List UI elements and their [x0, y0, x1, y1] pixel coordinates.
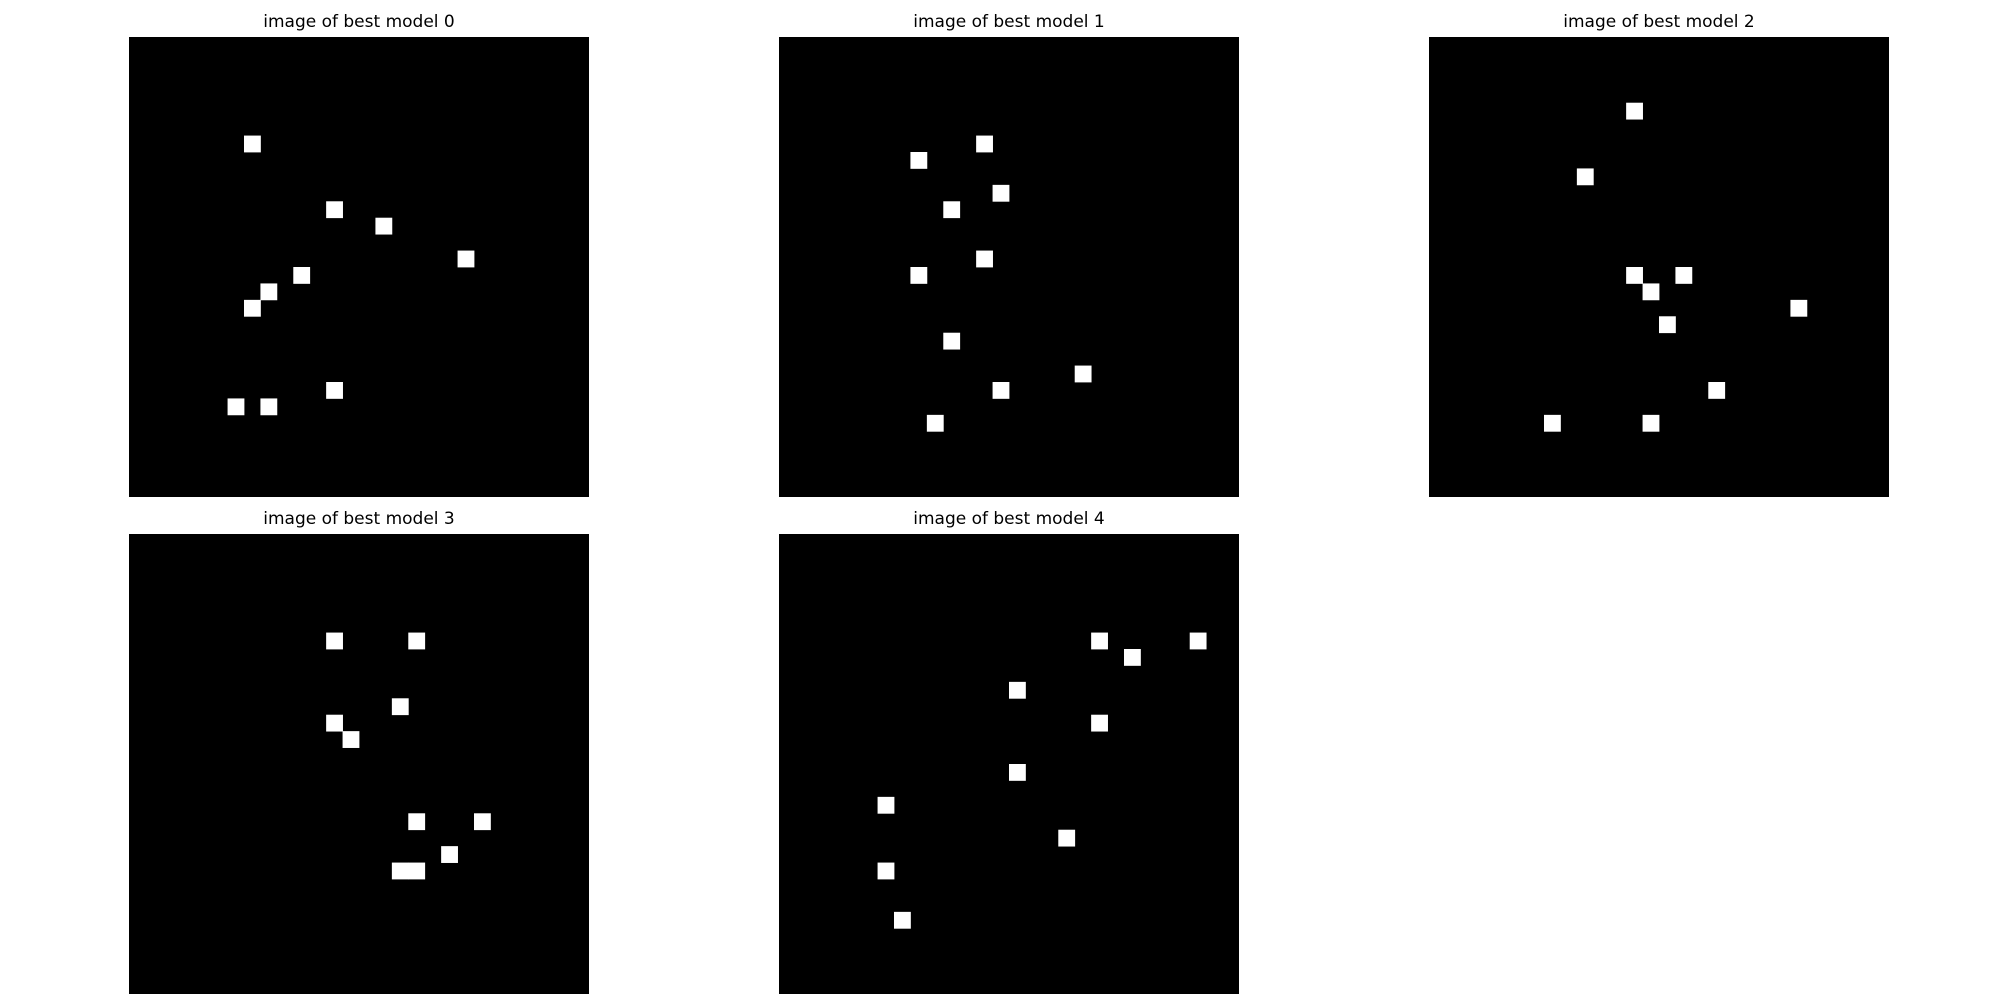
- white-pixel-1: [1576, 168, 1594, 186]
- white-pixel-7: [1708, 382, 1726, 399]
- white-pixel-4: [293, 267, 311, 284]
- white-pixel-1: [910, 152, 928, 169]
- white-pixel-3: [943, 201, 961, 219]
- image-canvas-2: [1429, 37, 1889, 497]
- white-pixel-1: [1189, 632, 1207, 650]
- image-panel-4: [779, 534, 1239, 994]
- image-background: [779, 37, 1239, 497]
- white-pixel-5: [1009, 764, 1026, 781]
- white-pixel-9: [260, 398, 278, 416]
- white-pixel-2: [1124, 649, 1141, 666]
- white-pixel-5: [976, 250, 993, 268]
- white-pixel-8: [227, 398, 245, 416]
- white-pixel-3: [1009, 681, 1026, 699]
- image-canvas-0: [129, 37, 589, 497]
- white-pixel-6: [474, 813, 491, 831]
- white-pixel-7: [1074, 365, 1092, 383]
- white-pixel-5: [260, 283, 278, 301]
- white-pixel-6: [244, 299, 261, 317]
- white-pixel-7: [326, 382, 343, 399]
- white-pixel-0: [976, 135, 993, 153]
- white-pixel-4: [342, 731, 360, 748]
- white-pixel-4: [1642, 283, 1660, 301]
- image-canvas-4: [779, 534, 1239, 994]
- white-pixel-9: [894, 911, 911, 929]
- white-pixel-0: [244, 135, 261, 153]
- white-pixel-8: [391, 862, 409, 880]
- white-pixel-4: [910, 267, 928, 284]
- white-pixel-8: [877, 862, 895, 880]
- white-pixel-3: [1675, 267, 1693, 284]
- white-pixel-2: [391, 698, 409, 716]
- image-background: [129, 37, 589, 497]
- image-panel-2: [1429, 37, 1889, 497]
- image-panel-1: [779, 37, 1239, 497]
- white-pixel-3: [457, 250, 475, 268]
- white-pixel-5: [1790, 299, 1808, 317]
- white-pixel-1: [408, 632, 426, 650]
- white-pixel-8: [992, 382, 1010, 399]
- white-pixel-6: [1659, 316, 1676, 334]
- white-pixel-7: [1058, 829, 1076, 847]
- white-pixel-1: [326, 201, 343, 219]
- white-pixel-9: [1642, 414, 1660, 432]
- white-pixel-0: [1091, 632, 1108, 650]
- white-pixel-0: [1626, 102, 1643, 120]
- panel-title-1: image of best model 1: [913, 12, 1105, 32]
- image-panel-0: [129, 37, 589, 497]
- white-pixel-4: [1091, 714, 1108, 732]
- panel-title-3: image of best model 3: [263, 509, 455, 529]
- white-pixel-2: [375, 217, 393, 235]
- image-background: [129, 534, 589, 994]
- white-pixel-2: [992, 184, 1010, 202]
- white-pixel-6: [877, 796, 895, 814]
- white-pixel-2: [1626, 267, 1643, 284]
- white-pixel-7: [441, 846, 458, 863]
- image-panel-3: [129, 534, 589, 994]
- white-pixel-0: [326, 632, 343, 650]
- panel-title-4: image of best model 4: [913, 509, 1105, 529]
- white-pixel-9: [408, 862, 426, 880]
- white-pixel-5: [408, 813, 426, 831]
- image-canvas-3: [129, 534, 589, 994]
- image-canvas-1: [779, 37, 1239, 497]
- white-pixel-3: [326, 714, 343, 732]
- white-pixel-6: [943, 332, 961, 350]
- white-pixel-8: [1544, 414, 1561, 432]
- white-pixel-9: [926, 414, 944, 432]
- panel-title-2: image of best model 2: [1563, 12, 1755, 32]
- panel-title-0: image of best model 0: [263, 12, 455, 32]
